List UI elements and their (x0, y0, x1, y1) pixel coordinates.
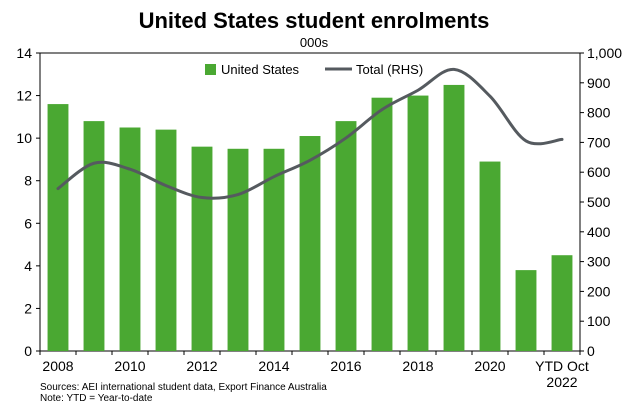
bar-2008 (47, 104, 69, 351)
line-group (56, 67, 564, 200)
bar-2009 (83, 121, 105, 351)
x-tick-label: 2018 (402, 358, 433, 374)
left-tick-label: 4 (24, 258, 32, 274)
ytd-note: Note: YTD = Year-to-date (40, 393, 153, 404)
bar-2013 (227, 148, 249, 351)
left-tick-label: 10 (16, 130, 32, 146)
sources-note: Sources: AEI international student data,… (40, 382, 327, 393)
right-tick-label: 100 (587, 313, 611, 329)
chart-title: United States student enrolments (139, 8, 490, 33)
right-tick-label: 600 (587, 164, 611, 180)
right-tick-label: 800 (587, 105, 611, 121)
right-tick-label: 500 (587, 194, 611, 210)
right-tick-label: 400 (587, 224, 611, 240)
x-tick-label: 2020 (474, 358, 505, 374)
legend-swatch-united-states (205, 64, 216, 75)
left-tick-label: 0 (24, 343, 32, 359)
x-tick-label: 2008 (42, 358, 73, 374)
bar-2020 (479, 161, 501, 351)
bar-ytd-oct-2022 (551, 255, 573, 351)
bar-2016 (335, 121, 357, 351)
right-tick-label: 1,000 (587, 45, 622, 61)
x-tick-label: 2016 (330, 358, 361, 374)
right-tick-label: 200 (587, 283, 611, 299)
bar-2021 (515, 270, 537, 351)
legend-label-united-states: United States (221, 62, 300, 77)
left-tick-label: 12 (16, 88, 32, 104)
x-tick-label: 2010 (114, 358, 145, 374)
right-tick-label: 300 (587, 254, 611, 270)
bars-group (47, 84, 573, 351)
right-axis: 0 100 200 300 400 500 600 700 800 900 1,000 (580, 45, 622, 359)
legend-label-total: Total (RHS) (356, 62, 423, 77)
left-tick-label: 6 (24, 215, 32, 231)
chart-subtitle: 000s (300, 35, 329, 50)
line-total-rhs (56, 67, 564, 200)
bar-2015 (299, 136, 321, 351)
right-tick-label: 700 (587, 134, 611, 150)
right-tick-label: 0 (587, 343, 595, 359)
x-tick-label: 2012 (186, 358, 217, 374)
left-tick-label: 14 (16, 45, 32, 61)
bar-2017 (371, 97, 393, 351)
right-tick-label: 900 (587, 75, 611, 91)
bar-2010 (119, 127, 141, 351)
x-tick-label-ytd: YTD Oct (535, 358, 589, 374)
left-tick-label: 2 (24, 300, 32, 316)
legend: United States Total (RHS) (205, 62, 423, 77)
x-tick-label: 2014 (258, 358, 289, 374)
x-tick-label-ytd: 2022 (546, 374, 577, 390)
bar-2014 (263, 148, 285, 351)
bar-2011 (155, 129, 177, 351)
left-tick-label: 8 (24, 173, 32, 189)
left-axis: 0 2 4 6 8 10 12 14 (16, 45, 40, 359)
bar-2018 (407, 95, 429, 351)
bar-2012 (191, 146, 213, 351)
bar-2019 (443, 84, 465, 351)
